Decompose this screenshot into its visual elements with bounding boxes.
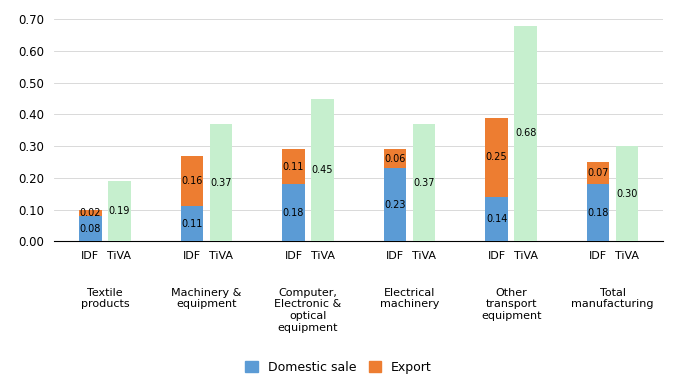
- Bar: [181, 206, 203, 241]
- Bar: [587, 162, 609, 184]
- Text: 0.37: 0.37: [211, 178, 232, 187]
- Text: 0.16: 0.16: [181, 176, 202, 186]
- Text: Electrical
machinery: Electrical machinery: [380, 288, 439, 310]
- Bar: [485, 197, 508, 241]
- Text: 0.25: 0.25: [486, 152, 508, 162]
- Bar: [587, 184, 609, 241]
- Bar: [282, 149, 305, 184]
- Text: Total
manufacturing: Total manufacturing: [571, 288, 654, 310]
- Text: 0.18: 0.18: [283, 208, 304, 218]
- Text: 0.07: 0.07: [588, 168, 609, 178]
- Text: 0.02: 0.02: [80, 208, 101, 218]
- Bar: [79, 216, 102, 241]
- Text: 0.11: 0.11: [181, 219, 202, 229]
- Text: 0.11: 0.11: [283, 162, 304, 172]
- Text: 0.37: 0.37: [414, 178, 435, 187]
- Bar: [282, 184, 305, 241]
- Text: 0.18: 0.18: [588, 208, 609, 218]
- Bar: [181, 156, 203, 206]
- Text: 0.30: 0.30: [617, 189, 638, 199]
- Text: 0.06: 0.06: [385, 154, 406, 164]
- Bar: [413, 124, 435, 241]
- Text: 0.08: 0.08: [80, 224, 101, 233]
- Text: Other
transport
equipment: Other transport equipment: [481, 288, 542, 321]
- Bar: [616, 146, 638, 241]
- Text: 0.14: 0.14: [486, 214, 507, 224]
- Bar: [515, 26, 537, 241]
- Bar: [485, 117, 508, 197]
- Text: Computer,
Electronic &
optical
equipment: Computer, Electronic & optical equipment: [274, 288, 342, 333]
- Legend: Domestic sale, Export: Domestic sale, Export: [240, 356, 437, 379]
- Text: 0.23: 0.23: [385, 200, 406, 210]
- Bar: [384, 149, 406, 168]
- Bar: [384, 168, 406, 241]
- Bar: [210, 124, 232, 241]
- Text: 0.68: 0.68: [515, 128, 536, 138]
- Text: Machinery &
equipment: Machinery & equipment: [171, 288, 242, 310]
- Bar: [108, 181, 131, 241]
- Bar: [79, 210, 102, 216]
- Text: 0.19: 0.19: [109, 206, 130, 216]
- Text: Textile
products: Textile products: [81, 288, 129, 310]
- Text: 0.45: 0.45: [312, 165, 333, 175]
- Bar: [311, 99, 334, 241]
